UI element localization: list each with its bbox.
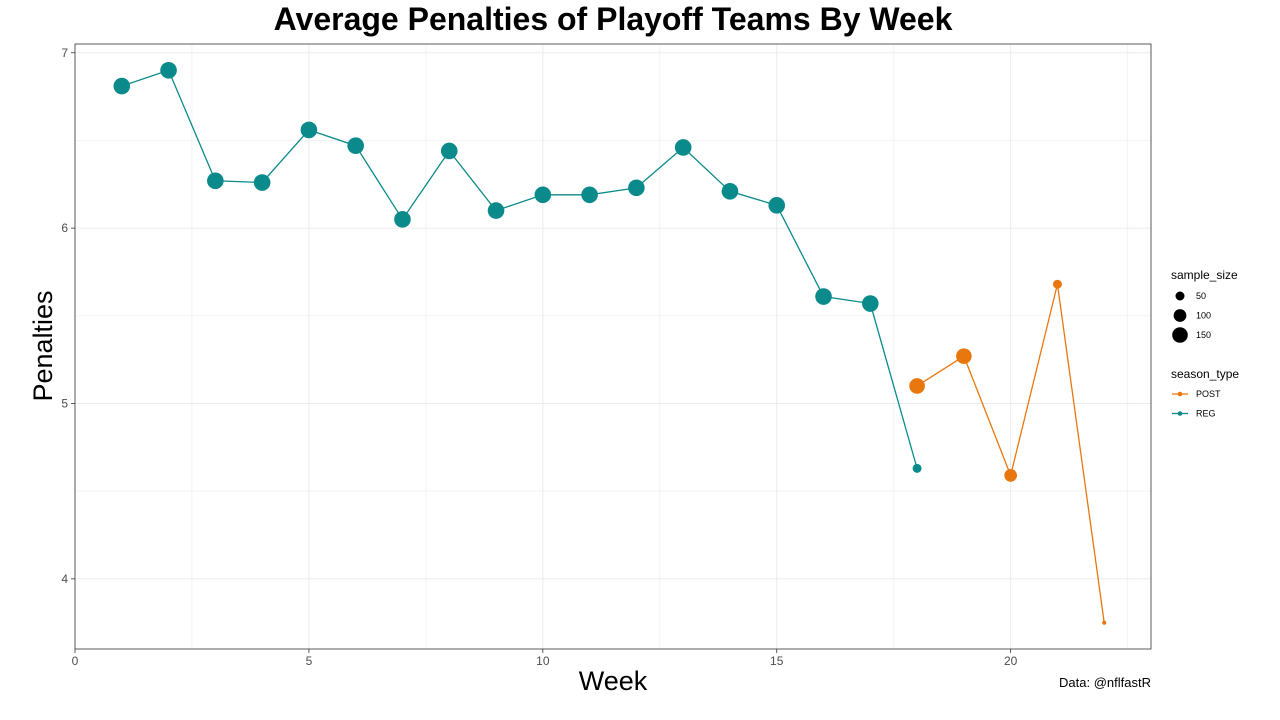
data-point-post [1102, 620, 1107, 625]
data-point-reg [160, 62, 177, 79]
data-point-post [909, 378, 925, 394]
size-legend-label: 100 [1196, 311, 1211, 321]
size-legend-key [1172, 327, 1188, 343]
grid [74, 44, 1151, 649]
series-line-reg [121, 69, 918, 469]
size-legend-key [1175, 291, 1185, 301]
x-tick-label: 5 [306, 654, 313, 668]
data-point-post [1004, 469, 1018, 482]
caption: Data: @nflfastR [1059, 675, 1151, 690]
data-point-post [1052, 279, 1062, 289]
y-tick-label: 4 [61, 572, 68, 586]
data-point-reg [815, 288, 832, 305]
series-post [909, 279, 1107, 625]
x-tick-label: 20 [1004, 654, 1018, 668]
series [113, 62, 1107, 625]
y-axis-title: Penalties [28, 290, 58, 401]
data-point-reg [347, 137, 364, 155]
data-point-reg [674, 139, 692, 156]
color-legend-label: REG [1196, 409, 1216, 419]
color-legend-point [1177, 391, 1183, 397]
axes: 0 5 10 15 20 4 5 6 7 [61, 46, 1017, 668]
data-point-reg [721, 183, 739, 200]
data-point-reg [581, 186, 598, 204]
plot-panel-border [74, 43, 1152, 650]
color-legend-label: POST [1196, 389, 1221, 399]
x-tick-label: 0 [72, 654, 79, 668]
color-legend-title: season_type [1171, 367, 1239, 381]
size-legend-label: 50 [1196, 291, 1206, 301]
y-tick-label: 6 [61, 221, 68, 235]
x-tick-label: 15 [770, 654, 784, 668]
data-point-reg [912, 463, 922, 473]
data-point-reg [113, 77, 131, 95]
data-point-reg [628, 179, 645, 197]
x-axis-title: Week [579, 666, 648, 696]
data-point-reg [440, 142, 458, 160]
series-reg [113, 62, 922, 473]
size-legend-key [1173, 309, 1187, 322]
size-legend-label: 150 [1196, 330, 1211, 340]
legend: sample_size season_type 50 100 150 POST REG [1171, 268, 1239, 419]
chart-title: Average Penalties of Playoff Teams By We… [274, 1, 953, 37]
size-legend-title: sample_size [1171, 268, 1238, 282]
color-legend-point [1177, 411, 1183, 416]
data-point-reg [534, 186, 552, 204]
x-tick-label: 10 [536, 654, 550, 668]
data-point-reg [487, 202, 505, 219]
data-point-reg [862, 295, 879, 312]
data-point-reg [253, 174, 271, 191]
y-tick-label: 7 [61, 46, 68, 60]
data-point-reg [394, 211, 411, 228]
data-point-post [956, 348, 972, 364]
data-point-reg [300, 121, 318, 139]
y-tick-label: 5 [61, 396, 68, 410]
data-point-reg [207, 172, 224, 190]
data-point-reg [768, 197, 786, 214]
